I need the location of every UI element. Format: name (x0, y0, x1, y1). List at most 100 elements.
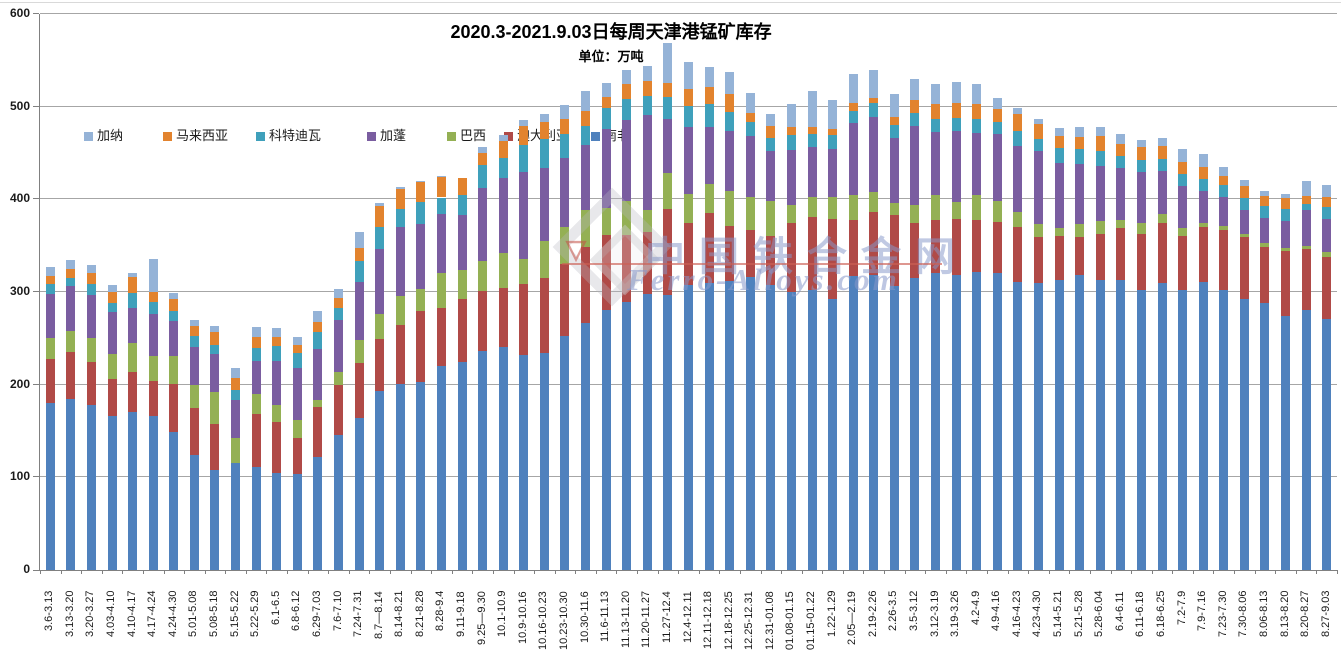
bar-segment (684, 284, 693, 570)
x-axis-tick (925, 570, 927, 574)
bar-segment (1301, 249, 1311, 310)
bar-segment (766, 114, 776, 127)
bar-segment (1033, 224, 1043, 238)
bar-segment (1075, 164, 1085, 225)
bar-segment (910, 100, 920, 114)
bar-segment (1178, 186, 1188, 229)
bar-segment (354, 340, 364, 364)
x-axis-tick (966, 570, 968, 574)
bar-segment (663, 118, 673, 174)
bar-stack (848, 14, 858, 570)
x-axis-label: 01.15-01.22 (805, 591, 818, 650)
x-axis-label: 5.21-5.28 (1072, 591, 1085, 638)
bar-segment (1198, 153, 1208, 167)
bar-segment (416, 381, 426, 570)
bar-segment (725, 93, 735, 113)
bar-segment (231, 378, 241, 391)
x-axis-label: 8.21-8.28 (413, 591, 426, 638)
bar-segment (231, 400, 241, 439)
bar-segment (498, 346, 508, 570)
bar-segment (478, 351, 488, 570)
bar-segment (1116, 279, 1126, 570)
x-axis-label: 12.25-12.31 (743, 591, 756, 650)
x-axis-tick (1069, 570, 1071, 574)
bar-segment (684, 127, 693, 194)
bar-segment (786, 292, 796, 570)
bar-segment (1136, 159, 1146, 172)
bar-segment (828, 197, 838, 219)
bar-segment (107, 303, 117, 313)
bar-segment (951, 202, 961, 219)
bar-stack (416, 14, 426, 570)
bar-segment (292, 344, 302, 354)
bar-segment (1178, 290, 1188, 570)
bar-segment (889, 116, 899, 126)
bar-stack (251, 14, 261, 570)
bar-segment (1301, 203, 1311, 211)
bar-stack (1013, 14, 1023, 570)
bar-stack (66, 14, 76, 570)
bar-segment (786, 150, 796, 205)
y-axis-label: 100 (9, 469, 30, 484)
bar-segment (478, 165, 488, 189)
bar-segment (1136, 140, 1146, 147)
bar-segment (992, 121, 1002, 135)
bar-segment (395, 208, 405, 228)
x-axis-tick (1089, 570, 1091, 574)
bar-segment (292, 368, 302, 420)
bar-segment (869, 212, 879, 276)
legend-swatch-icon (367, 132, 376, 141)
bar-segment (436, 272, 446, 308)
bar-segment (86, 405, 96, 570)
bar-segment (210, 392, 220, 424)
bar-segment (704, 87, 714, 104)
bar-segment (169, 310, 179, 321)
bar-segment (1178, 228, 1188, 237)
bar-segment (539, 241, 549, 279)
x-axis-label: 11.6-11.13 (599, 591, 612, 642)
bar-segment (1054, 163, 1064, 229)
bar-segment (704, 66, 714, 88)
bar-segment (1239, 210, 1249, 234)
bar-segment (478, 261, 488, 292)
x-axis-label: 6.4-6.11 (1113, 591, 1126, 631)
bar-segment (601, 207, 611, 236)
bar-stack (539, 14, 549, 570)
bar-segment (622, 235, 632, 303)
x-axis-tick (513, 570, 515, 574)
x-axis-tick (287, 570, 289, 574)
bar-segment (1013, 281, 1023, 570)
x-axis-tick (1234, 570, 1236, 574)
bar-segment (642, 231, 652, 294)
bar-segment (848, 102, 858, 112)
bar-stack (786, 14, 796, 570)
bar-segment (148, 292, 158, 303)
bar-segment (786, 127, 796, 136)
x-axis-label: 6.1-6.5 (269, 591, 282, 626)
x-axis-tick (616, 570, 618, 574)
bar-segment (498, 178, 508, 254)
x-axis-tick (595, 570, 597, 574)
x-axis-tick (1337, 570, 1338, 574)
bar-segment (539, 139, 549, 168)
bar-segment (231, 463, 241, 570)
x-axis-tick (822, 570, 824, 574)
bar-stack (910, 14, 920, 570)
bar-stack (642, 14, 652, 570)
bar-segment (869, 98, 879, 103)
bar-segment (457, 269, 467, 299)
bar-segment (478, 153, 488, 166)
bar-segment (1116, 228, 1126, 280)
bar-segment (807, 133, 817, 147)
bar-segment (1322, 218, 1332, 253)
bar-segment (66, 330, 76, 353)
bar-segment (581, 322, 591, 570)
bar-stack (889, 14, 899, 570)
bar-segment (1095, 127, 1105, 137)
bar-segment (828, 298, 838, 570)
bar-segment (1095, 165, 1105, 221)
x-axis-label: 3.12-3.19 (928, 591, 941, 638)
bar-segment (519, 144, 529, 172)
bar-segment (375, 314, 385, 340)
bar-segment (1157, 138, 1167, 146)
